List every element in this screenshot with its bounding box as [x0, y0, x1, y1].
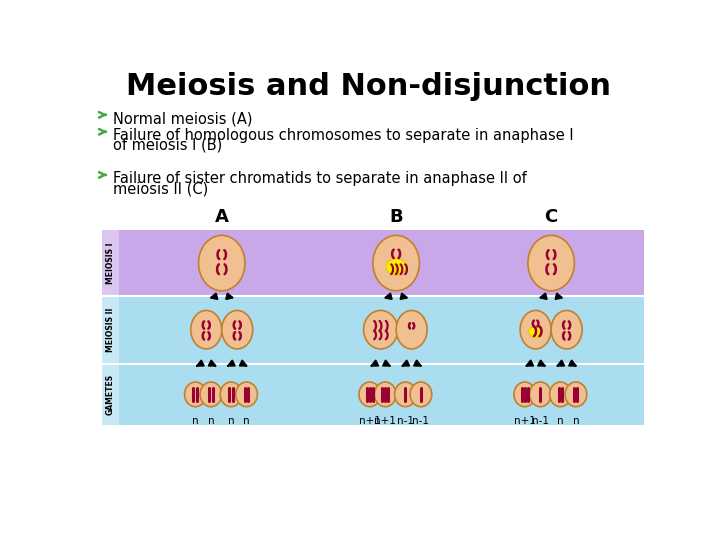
Ellipse shape [373, 235, 419, 291]
Text: n-1: n-1 [413, 416, 429, 426]
Text: n+1: n+1 [514, 416, 536, 426]
Text: Failure of sister chromatids to separate in anaphase II of: Failure of sister chromatids to separate… [113, 171, 527, 186]
Text: n: n [572, 416, 579, 426]
Bar [102, 296, 644, 363]
Text: meiosis II (C): meiosis II (C) [113, 181, 209, 196]
Bar [102, 296, 119, 363]
Ellipse shape [364, 310, 397, 349]
Ellipse shape [549, 382, 571, 407]
Text: MEIOSIS I: MEIOSIS I [106, 242, 114, 284]
Ellipse shape [565, 382, 587, 407]
Bar [102, 231, 644, 296]
Ellipse shape [520, 310, 551, 349]
Text: n: n [192, 416, 199, 426]
Ellipse shape [222, 310, 253, 349]
Bar [102, 231, 119, 296]
Ellipse shape [395, 382, 416, 407]
Ellipse shape [410, 382, 432, 407]
Text: A: A [215, 208, 229, 226]
Bar [102, 363, 644, 425]
Ellipse shape [374, 382, 396, 407]
Text: n-1: n-1 [532, 416, 549, 426]
Text: C: C [544, 208, 558, 226]
Text: n: n [228, 416, 235, 426]
Ellipse shape [528, 235, 575, 291]
Text: n+1: n+1 [359, 416, 381, 426]
Ellipse shape [528, 327, 543, 338]
Bar [102, 363, 119, 425]
Ellipse shape [514, 382, 536, 407]
Text: GAMETES: GAMETES [106, 374, 114, 415]
Text: n: n [557, 416, 564, 426]
Text: n: n [243, 416, 250, 426]
Ellipse shape [200, 382, 222, 407]
Ellipse shape [386, 259, 406, 275]
Ellipse shape [359, 382, 381, 407]
Ellipse shape [235, 382, 258, 407]
Text: Normal meiosis (A): Normal meiosis (A) [113, 111, 253, 126]
Text: MEIOSIS II: MEIOSIS II [106, 307, 114, 352]
Text: of meiosis I (B): of meiosis I (B) [113, 138, 222, 153]
Text: n-1: n-1 [397, 416, 414, 426]
Text: n: n [207, 416, 215, 426]
Ellipse shape [199, 235, 245, 291]
Ellipse shape [396, 310, 427, 349]
Ellipse shape [551, 310, 582, 349]
Ellipse shape [529, 382, 551, 407]
Ellipse shape [191, 310, 222, 349]
Text: B: B [390, 208, 403, 226]
Text: n+1: n+1 [374, 416, 396, 426]
Ellipse shape [220, 382, 242, 407]
Ellipse shape [184, 382, 206, 407]
Text: Meiosis and Non-disjunction: Meiosis and Non-disjunction [127, 72, 611, 101]
Text: Failure of homologous chromosomes to separate in anaphase I: Failure of homologous chromosomes to sep… [113, 128, 574, 143]
